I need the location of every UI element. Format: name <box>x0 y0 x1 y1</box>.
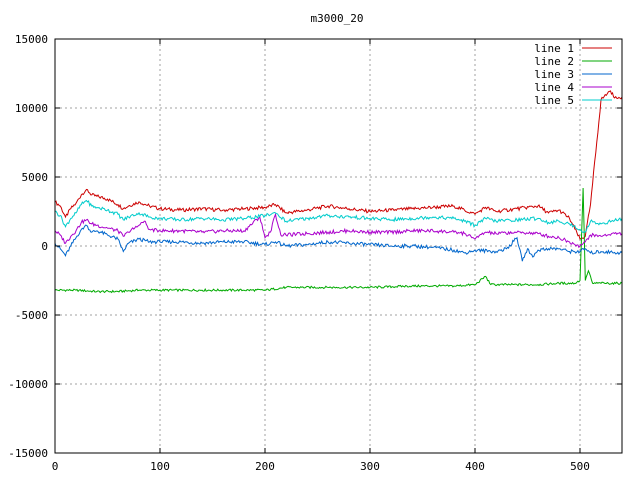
series-line-2 <box>55 187 622 294</box>
series-line-1 <box>55 90 622 240</box>
legend-label-4: line 4 <box>534 81 574 94</box>
x-tick-label: 0 <box>52 460 59 473</box>
y-tick-label: -10000 <box>8 378 48 391</box>
y-tick-label: 0 <box>41 240 48 253</box>
legend-label-1: line 1 <box>534 42 574 55</box>
y-tick-label: 5000 <box>22 171 49 184</box>
series-line-4 <box>55 212 622 249</box>
x-tick-label: 300 <box>360 460 380 473</box>
y-tick-label: 15000 <box>15 33 48 46</box>
y-tick-label: 10000 <box>15 102 48 115</box>
x-tick-label: 400 <box>465 460 485 473</box>
legend-label-2: line 2 <box>534 55 574 68</box>
axis-ticks: 0 100 200 300 400 500 -15000 -10000 -5000 0 5000 10… <box>8 33 622 473</box>
y-tick-label: -15000 <box>8 447 48 460</box>
series-group <box>55 90 622 294</box>
x-tick-label: 200 <box>255 460 275 473</box>
legend-label-3: line 3 <box>534 68 574 81</box>
chart-title: m3000_20 <box>311 12 364 25</box>
y-tick-label: -5000 <box>15 309 48 322</box>
series-line-5 <box>55 199 622 233</box>
x-tick-label: 100 <box>150 460 170 473</box>
series-line-3 <box>55 224 622 262</box>
x-tick-label: 500 <box>570 460 590 473</box>
legend-label-5: line 5 <box>534 94 574 107</box>
